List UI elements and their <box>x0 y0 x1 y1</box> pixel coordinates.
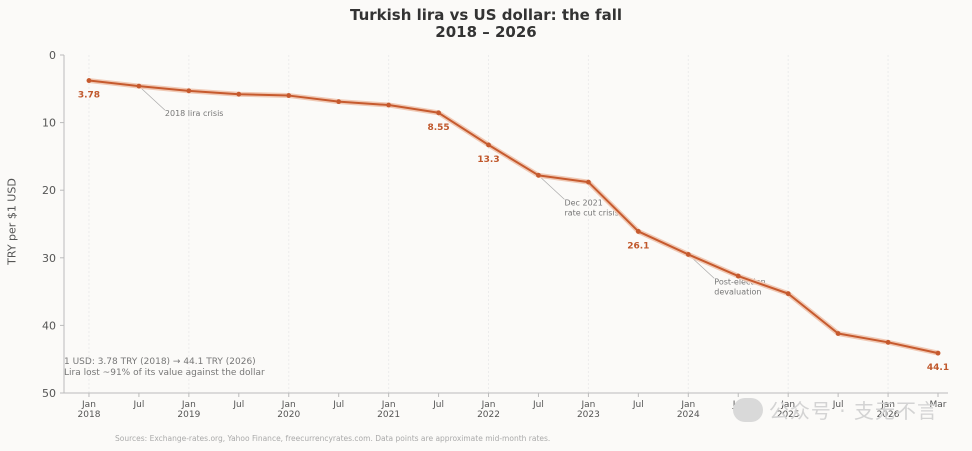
x-tick-label: Jul <box>632 400 644 410</box>
data-point <box>536 172 541 178</box>
chart-title: Turkish lira vs US dollar: the fall <box>349 6 622 24</box>
x-tick-label: Jul <box>432 400 444 410</box>
data-point <box>586 179 591 185</box>
x-tick-label: Jan 2021 <box>377 400 400 420</box>
watermark: 公众号 · 支无不言 <box>732 395 938 424</box>
data-point <box>735 273 741 279</box>
y-tick-label: 10 <box>42 117 56 130</box>
x-tick-label: Jul <box>132 400 144 410</box>
annotation-label: Post-election devaluation <box>714 277 765 296</box>
data-point <box>685 252 691 257</box>
source-note: Sources: Exchange-rates.org, Yahoo Finan… <box>115 434 551 443</box>
x-tick-label: Jan 2024 <box>677 400 700 420</box>
data-point <box>236 91 242 97</box>
data-label: 8.55 <box>427 123 449 133</box>
data-label: 13.3 <box>477 155 499 165</box>
data-point <box>386 102 392 108</box>
x-tick-label: Jan 2019 <box>177 400 200 420</box>
data-point <box>86 78 92 83</box>
data-label: 26.1 <box>627 241 649 251</box>
y-tick-label: 50 <box>42 387 56 400</box>
annotation-label: Dec 2021 rate cut crisis <box>564 198 618 217</box>
x-tick-label: Jan 2025 <box>777 400 800 420</box>
data-label: 44.1 <box>927 363 949 373</box>
data-point <box>935 350 941 356</box>
annotation-leader <box>538 175 565 200</box>
data-point <box>436 110 441 116</box>
y-tick-label: 0 <box>49 49 56 62</box>
y-tick-label: 20 <box>42 184 56 197</box>
chart-subtitle: 2018 – 2026 <box>435 23 537 41</box>
x-tick-label: Jan 2023 <box>577 400 600 420</box>
x-tick-label: Jan 2018 <box>78 400 101 420</box>
x-tick-label: Jul <box>832 400 844 410</box>
y-tick-label: 40 <box>42 319 56 332</box>
data-point <box>136 83 142 89</box>
data-point <box>336 99 342 105</box>
data-point <box>486 142 491 148</box>
data-point <box>635 229 641 234</box>
data-label: 3.78 <box>78 91 100 101</box>
data-point <box>885 339 891 345</box>
watermark-text: 公众号 · 支无不言 <box>768 399 938 423</box>
summary-line-1: 1 USD: 3.78 TRY (2018) → 44.1 TRY (2026) <box>64 357 256 367</box>
x-tick-label: Jul <box>232 400 244 410</box>
data-point <box>286 93 292 98</box>
y-tick-label: 30 <box>42 252 56 265</box>
x-tick-label: Jan 2026 <box>877 400 900 420</box>
x-tick-label: Jul <box>532 400 544 410</box>
data-point <box>186 88 192 94</box>
series-line <box>88 79 939 355</box>
data-point <box>785 291 791 297</box>
wechat-logo-icon <box>732 397 763 422</box>
summary-line-2: Lira lost ~91% of its value against the … <box>64 368 265 378</box>
x-tick-label: Mar <box>930 400 947 410</box>
annotation-label: 2018 lira crisis <box>165 109 224 118</box>
data-point <box>835 331 841 336</box>
x-tick-label: Jan 2020 <box>277 400 300 420</box>
x-tick-label: Jan 2022 <box>477 400 500 420</box>
x-tick-label: Jul <box>332 400 344 410</box>
annotation-leader <box>138 85 166 111</box>
